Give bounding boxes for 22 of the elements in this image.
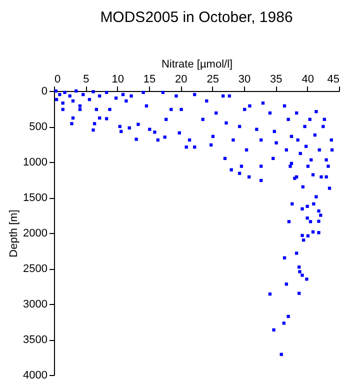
x-tick-label: 25 (206, 74, 219, 86)
y-tick-label: 1000 (23, 156, 48, 168)
y-tick-label: 2000 (23, 228, 48, 240)
y-tick-label: 4000 (23, 370, 48, 382)
x-tick-label: 45 (327, 74, 340, 86)
y-tick-label: 500 (29, 121, 48, 133)
y-tick-label: 2500 (23, 263, 48, 275)
y-tick-label: 0 (41, 86, 48, 98)
x-tick-label: 30 (238, 74, 251, 86)
x-tick-label: 0 (54, 74, 61, 86)
y-axis-title: Depth [m] (8, 210, 20, 258)
y-tick-label: 3000 (23, 298, 48, 310)
x-tick-label: 40 (302, 74, 314, 86)
x-tick-label: 15 (143, 74, 156, 86)
x-tick-label: 20 (175, 74, 188, 86)
x-tick-label: 5 (83, 74, 90, 86)
x-tick-label: 35 (270, 74, 282, 86)
y-tick-label: 1500 (23, 192, 48, 204)
x-axis-title: Nitrate [µmol/l] (161, 58, 233, 70)
y-tick-label: 3500 (23, 334, 48, 346)
x-tick-label: 10 (112, 74, 124, 86)
chart-title: MODS2005 in October, 1986 (100, 9, 293, 26)
